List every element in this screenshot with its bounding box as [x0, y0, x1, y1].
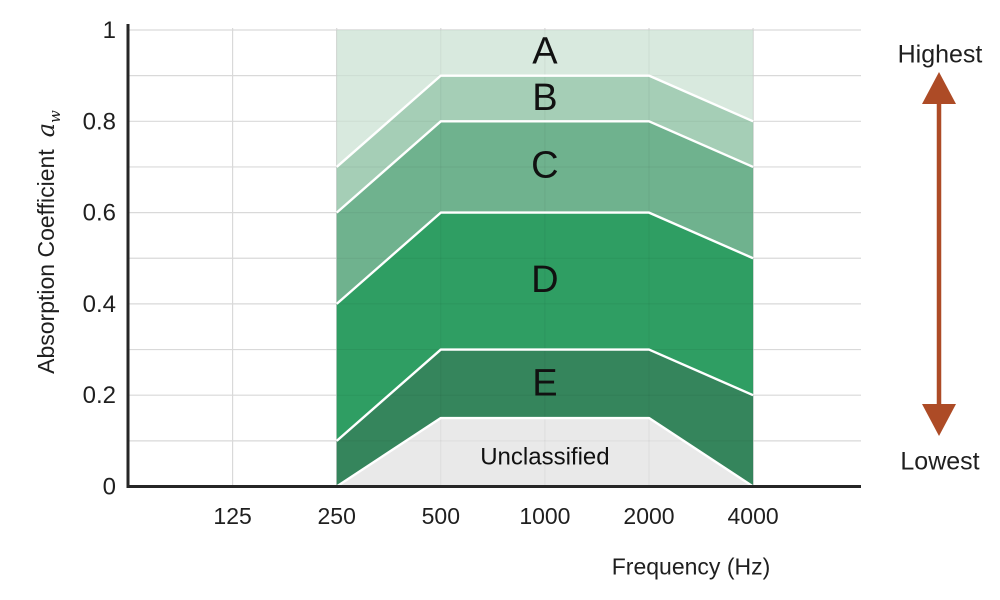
- y-axis-title: Absorption Coefficient aw: [32, 110, 64, 374]
- x-tick-label: 4000: [728, 503, 779, 529]
- band-area-d: [336, 212, 754, 441]
- band-label-c: C: [531, 145, 558, 187]
- y-tick-label: 0.8: [83, 108, 116, 135]
- x-tick-label: 125: [213, 503, 251, 529]
- band-label-b: B: [532, 77, 557, 119]
- band-area-unclassified: [336, 418, 754, 487]
- y-tick-label: 0.2: [83, 382, 116, 409]
- alpha-w-symbol: a: [32, 122, 61, 138]
- x-tick-label: 250: [318, 503, 356, 529]
- band-area-a: [336, 30, 754, 167]
- y-tick-label: 0: [103, 474, 116, 501]
- alpha-w-subscript: w: [45, 110, 64, 123]
- x-tick-label: 500: [422, 503, 460, 529]
- arrow-highest-label: Highest: [897, 40, 983, 69]
- y-tick-label: 0.6: [83, 200, 116, 227]
- x-axis-title: Frequency (Hz): [611, 553, 771, 580]
- x-tick-label: 2000: [623, 503, 674, 529]
- band-label-unclassified: Unclassified: [480, 443, 609, 470]
- arrow-head-down-icon: [922, 404, 956, 436]
- band-boundary-b: [335, 120, 754, 214]
- y-tick-label: 0.4: [83, 291, 116, 318]
- band-boundary-a: [335, 74, 754, 168]
- band-boundary-c: [335, 211, 754, 305]
- arrow-lowest-label: Lowest: [900, 447, 980, 476]
- band-boundary-e: [336, 416, 754, 488]
- band-label-e: E: [532, 362, 557, 404]
- y-axis-title-text: Absorption Coefficient: [33, 149, 60, 374]
- arrow-head-up-icon: [922, 72, 956, 104]
- band-area-b: [336, 75, 754, 213]
- band-label-a: A: [532, 31, 558, 73]
- band-label-d: D: [531, 259, 558, 301]
- x-tick-label: 1000: [519, 503, 570, 529]
- y-tick-label: 1: [103, 17, 116, 44]
- band-boundary-d: [335, 348, 754, 442]
